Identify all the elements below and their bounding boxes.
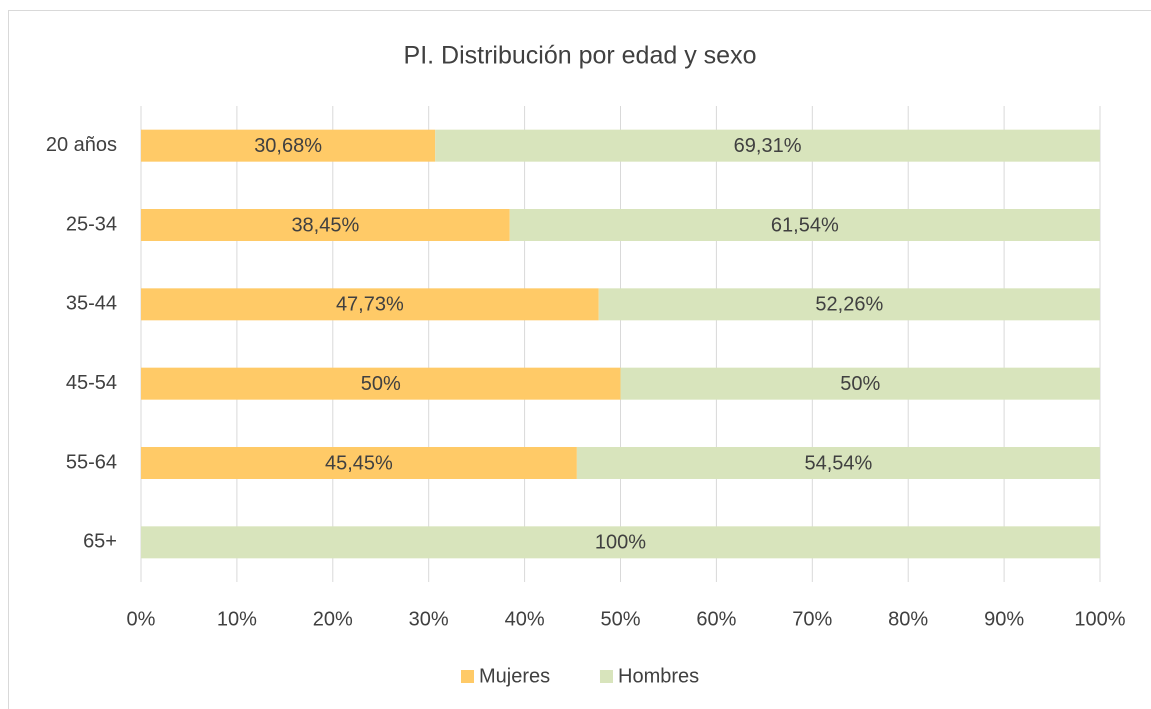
legend-swatch xyxy=(600,670,613,683)
x-tick-label: 50% xyxy=(600,608,640,630)
data-label: 30,68% xyxy=(254,135,322,157)
bar-segment xyxy=(509,209,1100,241)
data-label: 61,54% xyxy=(771,214,839,236)
data-label: 50% xyxy=(840,373,880,395)
bar-segment xyxy=(141,447,577,479)
y-tick-label: 65+ xyxy=(83,531,117,553)
x-tick-label: 40% xyxy=(505,608,545,630)
bar-segment xyxy=(141,367,621,400)
bar-segment xyxy=(141,209,510,241)
x-tick-label: 60% xyxy=(696,608,736,630)
x-tick-label: 10% xyxy=(217,608,257,630)
data-label: 54,54% xyxy=(804,452,872,474)
legend-label: Mujeres xyxy=(479,665,550,687)
data-label: 47,73% xyxy=(336,294,404,316)
data-label: 52,26% xyxy=(815,294,883,316)
data-label: 50% xyxy=(361,373,401,395)
y-tick-label: 35-44 xyxy=(66,293,117,315)
x-tick-label: 90% xyxy=(984,608,1024,630)
y-tick-label: 45-54 xyxy=(66,372,117,394)
y-tick-label: 25-34 xyxy=(66,213,117,235)
legend-label: Hombres xyxy=(618,665,699,687)
data-label: 69,31% xyxy=(734,135,802,157)
bar-segment xyxy=(620,367,1100,400)
bar-segment xyxy=(435,129,1100,162)
bar-segment xyxy=(141,526,1100,559)
x-tick-label: 70% xyxy=(792,608,832,630)
bar-segment xyxy=(141,288,599,321)
bar-segment xyxy=(598,288,1100,321)
x-tick-label: 80% xyxy=(888,608,928,630)
x-tick-label: 100% xyxy=(1074,608,1125,630)
y-tick-label: 55-64 xyxy=(66,451,117,473)
y-tick-label: 20 años xyxy=(46,134,117,156)
bar-segment xyxy=(141,129,436,162)
x-tick-label: 20% xyxy=(313,608,353,630)
data-label: 45,45% xyxy=(325,452,393,474)
legend-swatch xyxy=(461,670,474,683)
data-label: 100% xyxy=(595,532,646,554)
x-tick-label: 30% xyxy=(409,608,449,630)
chart-title: PI. Distribución por edad y sexo xyxy=(404,42,757,70)
data-label: 38,45% xyxy=(291,214,359,236)
x-tick-label: 0% xyxy=(127,608,156,630)
bar-segment xyxy=(576,447,1100,479)
